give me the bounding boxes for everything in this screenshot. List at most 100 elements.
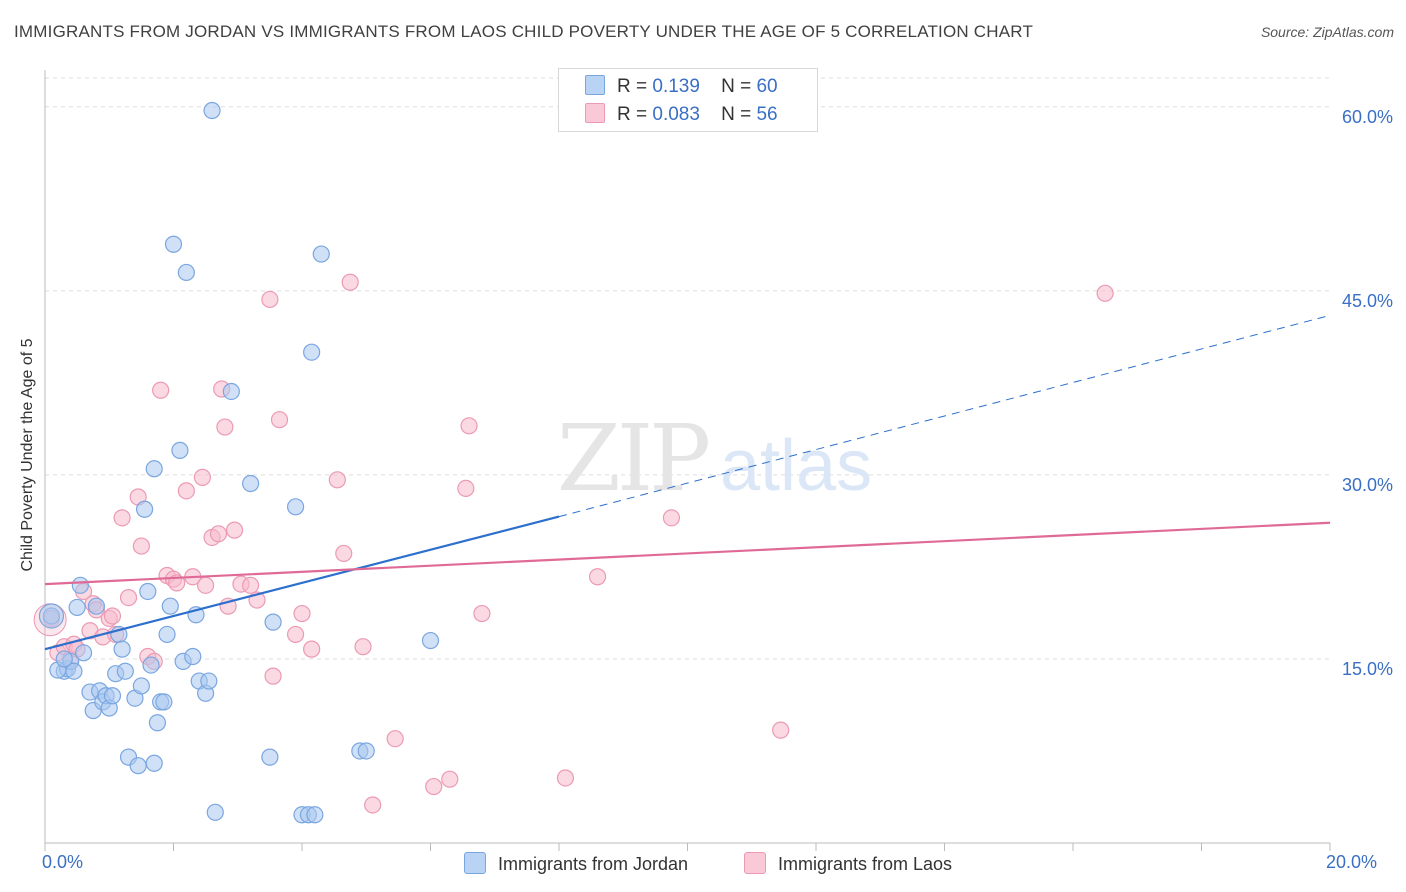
laos-point — [328, 471, 346, 489]
laos-points — [33, 273, 1114, 814]
laos-point — [588, 568, 607, 586]
jordan-r-value: 0.139 — [652, 76, 700, 97]
laos-n-value: 56 — [756, 104, 778, 125]
jordan-point — [116, 662, 134, 680]
source-label: Source: ZipAtlas.com — [1260, 24, 1394, 40]
laos-point — [261, 290, 279, 309]
jordan-point — [129, 757, 147, 775]
laos-point — [197, 576, 215, 594]
legend-row-laos: R = 0.083 N = 56 — [585, 103, 778, 126]
jordan-point — [242, 474, 260, 493]
laos-point — [354, 638, 372, 656]
x-tick-max: 20.0% — [1326, 852, 1378, 872]
laos-point — [386, 730, 404, 748]
jordan-point — [171, 441, 189, 459]
laos-swatch — [585, 103, 605, 123]
legend-item-laos: Immigrants from Laos — [744, 852, 952, 875]
jordan-point — [357, 742, 375, 760]
jordan-point-cluster — [38, 603, 65, 629]
y-tick-labels: 15.0% 30.0% 45.0% 60.0% — [1342, 107, 1393, 679]
series-legend: Immigrants from Jordan Immigrants from L… — [0, 852, 1406, 878]
jordan-point — [303, 343, 321, 361]
jordan-point — [264, 613, 282, 631]
laos-point — [772, 721, 790, 739]
jordan-point — [261, 748, 279, 766]
laos-point — [152, 381, 170, 399]
laos-point — [119, 589, 138, 607]
jordan-point — [161, 597, 179, 615]
axes — [44, 70, 1331, 851]
jordan-point — [164, 235, 183, 253]
chart-title: IMMIGRANTS FROM JORDAN VS IMMIGRANTS FRO… — [14, 22, 1034, 41]
jordan-points — [38, 101, 440, 824]
jordan-point — [55, 650, 73, 668]
jordan-trendline-extension — [558, 314, 1331, 518]
laos-point — [216, 418, 234, 436]
jordan-point — [71, 576, 89, 594]
laos-r-value: 0.083 — [652, 104, 700, 125]
y-tick-label: 60.0% — [1342, 107, 1393, 127]
y-tick-label: 45.0% — [1342, 291, 1393, 311]
stats-legend: R = 0.139 N = 60 R = 0.083 N = 56 — [558, 68, 818, 132]
jordan-point — [421, 631, 440, 650]
r-label: R = — [617, 76, 648, 97]
jordan-point — [68, 598, 86, 617]
jordan-legend-swatch — [464, 852, 486, 874]
n-label: N = — [721, 104, 752, 125]
trendlines — [44, 314, 1331, 651]
jordan-point — [132, 677, 150, 695]
laos-point — [264, 667, 282, 685]
laos-point — [457, 479, 475, 498]
x-tick-min: 0.0% — [42, 852, 84, 872]
jordan-point — [306, 806, 324, 824]
jordan-point — [135, 500, 154, 518]
laos-point — [341, 273, 359, 291]
laos-legend-swatch — [744, 852, 766, 874]
jordan-point — [103, 687, 122, 705]
laos-point — [425, 777, 443, 796]
jordan-point — [177, 263, 195, 282]
jordan-point — [184, 647, 202, 666]
laos-point — [225, 521, 244, 539]
n-label: N = — [721, 76, 752, 97]
laos-trendline — [44, 521, 1331, 586]
laos-point — [1096, 284, 1114, 302]
laos-point — [460, 417, 478, 435]
y-tick-label: 15.0% — [1342, 659, 1393, 679]
legend-row-jordan: R = 0.139 N = 60 — [585, 75, 778, 98]
jordan-legend-label: Immigrants from Jordan — [498, 854, 689, 874]
jordan-trendline — [44, 515, 560, 651]
jordan-point — [158, 625, 176, 644]
legend-item-jordan: Immigrants from Jordan — [464, 852, 688, 875]
laos-point — [441, 770, 459, 788]
laos-point — [303, 640, 321, 658]
laos-point — [242, 576, 260, 594]
jordan-point — [206, 803, 224, 821]
laos-point — [293, 604, 311, 623]
jordan-n-value: 60 — [756, 76, 778, 97]
laos-point — [270, 411, 289, 429]
jordan-swatch — [585, 75, 605, 95]
laos-point — [364, 796, 382, 814]
jordan-point — [145, 460, 163, 478]
jordan-point — [312, 245, 330, 263]
jordan-point — [200, 672, 218, 690]
laos-point — [556, 769, 575, 787]
laos-point — [177, 482, 195, 500]
jordan-point — [87, 597, 106, 615]
watermark-atlas: atlas — [720, 426, 872, 506]
laos-legend-label: Immigrants from Laos — [778, 854, 953, 874]
laos-point — [103, 607, 122, 625]
jordan-point — [145, 754, 163, 772]
jordan-point — [222, 382, 240, 401]
y-tick-label: 30.0% — [1342, 475, 1393, 495]
laos-point — [132, 537, 150, 555]
laos-point — [209, 525, 228, 543]
laos-point — [286, 625, 305, 644]
r-label: R = — [617, 104, 648, 125]
watermark-zip: ZIP — [557, 405, 708, 512]
jordan-point — [113, 640, 131, 658]
laos-point — [662, 509, 681, 527]
jordan-point — [155, 693, 173, 711]
